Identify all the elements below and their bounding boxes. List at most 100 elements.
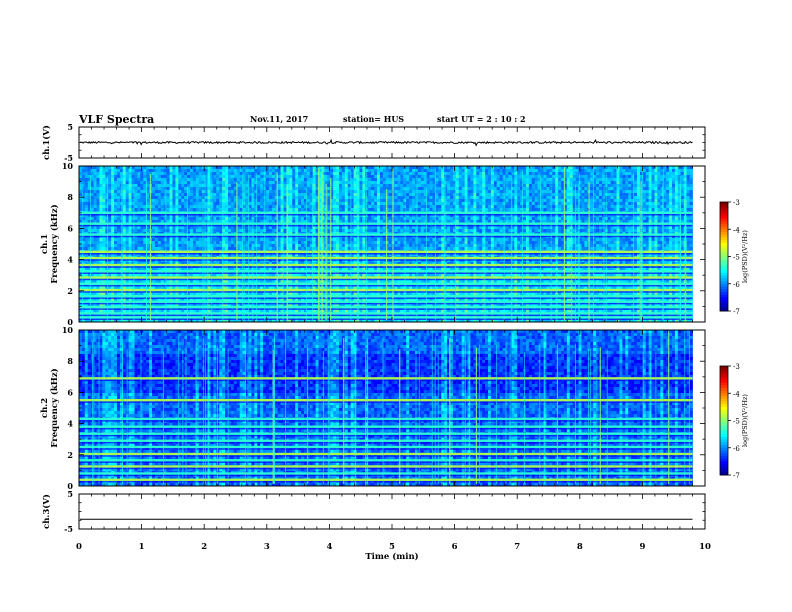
spectro-cell: [231, 205, 234, 208]
spectro-cell: [526, 187, 529, 190]
spectro-cell: [213, 187, 216, 190]
spectro-cell: [354, 187, 357, 190]
spectro-cell: [669, 196, 672, 199]
spectro-cell: [97, 193, 100, 196]
spectro-cell: [146, 166, 149, 169]
spectro-cell: [190, 187, 193, 190]
spectro-cell: [599, 169, 602, 172]
spectro-cell: [581, 175, 584, 178]
spectro-cell: [476, 187, 479, 190]
spectro-cell: [520, 169, 523, 172]
spectro-cell: [646, 205, 649, 208]
spectro-cell: [590, 169, 593, 172]
spectro-cell: [126, 205, 129, 208]
spectro-cell: [447, 178, 450, 181]
spectro-cell: [386, 172, 389, 175]
spectro-cell: [257, 175, 260, 178]
spectro-cell: [359, 181, 362, 184]
spectro-cell: [295, 187, 298, 190]
spectro-cell: [389, 199, 392, 202]
spectro-cell: [178, 190, 181, 193]
spectro-cell: [669, 205, 672, 208]
spectro-cell: [517, 196, 520, 199]
spectro-cell: [137, 175, 140, 178]
spectro-cell: [161, 208, 164, 211]
spectro-cell: [430, 166, 433, 169]
spectro-cell: [368, 196, 371, 199]
spectro-cell: [330, 172, 333, 175]
spectro-cell: [687, 181, 690, 184]
spectro-cell: [599, 187, 602, 190]
spectro-cell: [231, 196, 234, 199]
spectro-cell: [634, 166, 637, 169]
spectro-cell: [427, 202, 430, 205]
spectro-cell: [301, 202, 304, 205]
spectro-cell: [672, 199, 675, 202]
spectro-cell: [675, 184, 678, 187]
spectro-cell: [552, 178, 555, 181]
spectro-cell: [646, 181, 649, 184]
spectro-cell: [485, 205, 488, 208]
spectro-cell: [298, 181, 301, 184]
spectro-cell: [91, 205, 94, 208]
spectro-cell: [508, 172, 511, 175]
spectro-cell: [459, 190, 462, 193]
spectro-cell: [473, 199, 476, 202]
spectro-cell: [155, 178, 158, 181]
spectro-cell: [543, 193, 546, 196]
spectro-cell: [567, 190, 570, 193]
spectro-cell: [590, 172, 593, 175]
spectro-cell: [526, 184, 529, 187]
spectro-cell: [558, 205, 561, 208]
spectro-cell: [216, 208, 219, 211]
spectro-cell: [117, 196, 120, 199]
spectro-cell: [380, 166, 383, 169]
spectro-cell: [514, 205, 517, 208]
spectro-cell: [552, 184, 555, 187]
spectro-cell: [465, 193, 468, 196]
spectro-cell: [292, 178, 295, 181]
spectro-cell: [622, 208, 625, 211]
spectro-cell: [371, 199, 374, 202]
spectro-cell: [500, 178, 503, 181]
spectro-cell: [190, 202, 193, 205]
spectro-cell: [158, 193, 161, 196]
spectro-cell: [167, 205, 170, 208]
spectro-cell: [500, 193, 503, 196]
spectro-cell: [681, 196, 684, 199]
spectro-cell: [453, 199, 456, 202]
spectro-cell: [257, 166, 260, 169]
spectro-cell: [178, 181, 181, 184]
spectro-cell: [158, 184, 161, 187]
spectro-cell: [541, 190, 544, 193]
spectro-cell: [652, 181, 655, 184]
spectro-cell: [199, 172, 202, 175]
spectro-cell: [380, 184, 383, 187]
spectro-cell: [558, 199, 561, 202]
spectro-cell: [114, 199, 117, 202]
spectro-cell: [608, 196, 611, 199]
spectro-cell: [330, 169, 333, 172]
spectro-cell: [552, 196, 555, 199]
spectro-cell: [669, 193, 672, 196]
spectro-cell: [345, 202, 348, 205]
spectro-cell: [298, 169, 301, 172]
spectro-cell: [546, 175, 549, 178]
spectro-cell: [345, 181, 348, 184]
spectro-cell: [269, 196, 272, 199]
spectro-cell: [666, 181, 669, 184]
spectro-cell: [289, 202, 292, 205]
spectro-cell: [628, 199, 631, 202]
spectro-cell: [617, 202, 620, 205]
spectro-cell: [687, 169, 690, 172]
spectro-cell: [324, 175, 327, 178]
spectro-cell: [397, 166, 400, 169]
spectro-cell: [123, 187, 126, 190]
spectro-cell: [359, 187, 362, 190]
spectro-cell: [389, 208, 392, 211]
spectro-cell: [368, 190, 371, 193]
spectro-cell: [608, 208, 611, 211]
spectro-cell: [549, 181, 552, 184]
spectro-cell: [105, 178, 108, 181]
spectro-cell: [336, 193, 339, 196]
